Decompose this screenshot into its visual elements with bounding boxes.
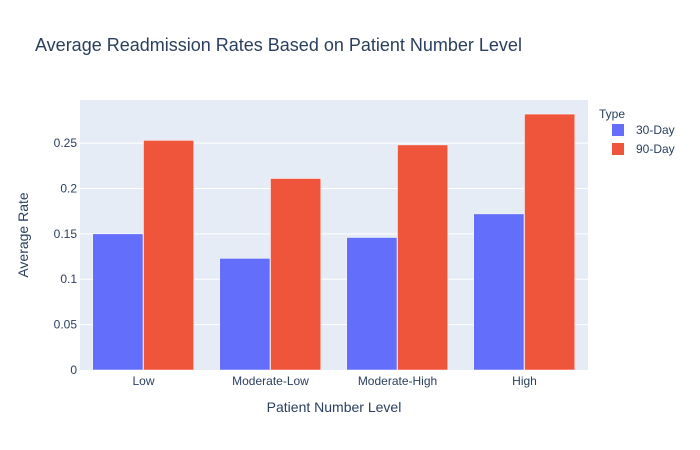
y-tick-label: 0.1 <box>60 272 77 286</box>
x-axis-title: Patient Number Level <box>267 399 402 415</box>
bar-90-day-moderate-high <box>397 144 449 371</box>
y-tick-labels: 0 0.05 0.1 0.15 0.2 0.25 <box>54 136 78 377</box>
legend-swatch-90-day <box>612 143 624 155</box>
bar-30-day-low <box>92 233 144 371</box>
legend-label-90-day: 90-Day <box>636 142 675 156</box>
chart-title: Average Readmission Rates Based on Patie… <box>35 35 522 55</box>
y-axis-title: Average Rate <box>15 192 31 278</box>
legend-title: Type <box>599 107 625 121</box>
bar-30-day-high <box>473 213 525 371</box>
x-tick-label: Moderate-High <box>358 374 437 388</box>
bar-30-day-moderate-low <box>219 258 271 371</box>
y-tick-label: 0.15 <box>54 227 78 241</box>
bar-90-day-low <box>143 140 195 371</box>
bar-90-day-moderate-low <box>270 178 322 371</box>
x-tick-label: Moderate-Low <box>232 374 309 388</box>
legend: Type 30-Day 90-Day <box>599 107 675 156</box>
y-tick-label: 0 <box>70 363 77 377</box>
x-tick-labels: Low Moderate-Low Moderate-High High <box>132 374 536 388</box>
y-tick-label: 0.25 <box>54 136 78 150</box>
legend-swatch-30-day <box>612 124 624 136</box>
x-tick-label: Low <box>132 374 154 388</box>
y-tick-label: 0.05 <box>54 318 78 332</box>
bars-group <box>92 113 576 371</box>
bar-30-day-moderate-high <box>346 237 398 371</box>
legend-label-30-day: 30-Day <box>636 123 675 137</box>
bar-90-day-high <box>524 113 576 371</box>
x-tick-label: High <box>512 374 537 388</box>
y-tick-label: 0.2 <box>60 181 77 195</box>
